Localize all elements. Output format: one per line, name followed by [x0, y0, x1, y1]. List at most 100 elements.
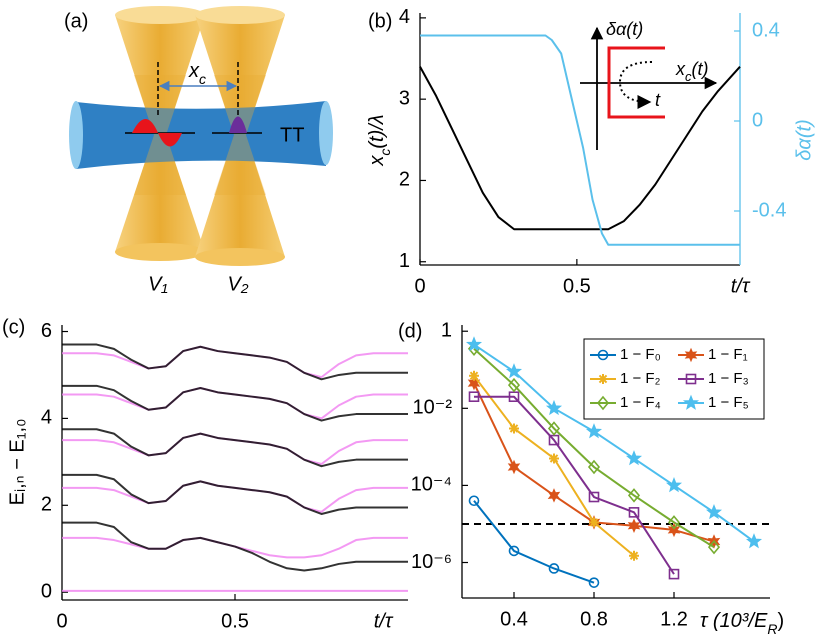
data-point	[545, 399, 563, 416]
label-part: c	[199, 71, 206, 87]
data-point	[505, 363, 523, 379]
data-point	[469, 370, 479, 381]
legend-label: 1 − F₃	[708, 370, 749, 387]
data-point	[588, 577, 600, 588]
label-part: x	[366, 155, 388, 167]
label-part: (t)/λ	[366, 114, 388, 148]
data-point	[467, 375, 481, 391]
legend-marker	[596, 395, 610, 411]
tweezer-label: V₁	[148, 273, 168, 295]
data-point	[629, 550, 639, 561]
data-point	[625, 450, 643, 466]
label-part: x	[675, 59, 686, 79]
y-tick-label: 2	[41, 494, 52, 516]
legend-label: 1 − F₀	[620, 346, 661, 363]
data-point	[547, 488, 561, 503]
data-point	[508, 545, 520, 557]
inset-path	[618, 61, 653, 109]
legend-marker	[597, 349, 609, 361]
label-part: x	[188, 60, 200, 82]
inset-label: δα(t)	[606, 19, 643, 39]
tube	[69, 101, 333, 169]
series-line	[473, 343, 755, 543]
data-point	[707, 539, 721, 555]
data-point	[745, 533, 763, 549]
series-line	[473, 348, 715, 549]
data-point	[547, 421, 561, 436]
y-tick-label: 6	[41, 320, 52, 342]
series-line	[62, 428, 408, 468]
data-point	[509, 423, 519, 434]
data-point	[468, 495, 480, 507]
data-point	[585, 423, 603, 439]
y2-tick-label: 0	[752, 109, 763, 131]
series-line	[419, 65, 741, 231]
data-point	[627, 488, 641, 503]
y-tick-label: 4	[41, 407, 52, 429]
data-point	[667, 515, 681, 530]
data-point	[468, 391, 480, 403]
y-tick-label: 10⁻⁶	[411, 551, 452, 573]
data-point	[627, 518, 641, 533]
inset-label: xc(t)	[675, 59, 709, 84]
x-axis-label: τ (10³/ER)	[700, 610, 784, 636]
data-point	[589, 517, 599, 528]
legend-label: 1 − F₅	[708, 394, 749, 411]
y-axis-label: xc(t)/λ	[366, 114, 392, 166]
legend-label: 1 − F₄	[620, 394, 661, 411]
data-point	[507, 377, 521, 393]
x-tick-label: 0.4	[500, 608, 528, 630]
tube-label: TT	[280, 124, 304, 146]
series-line	[474, 395, 675, 575]
label-part: c	[685, 69, 692, 84]
series-line	[473, 500, 595, 584]
wavefunction-1	[132, 119, 182, 147]
data-point	[549, 453, 559, 464]
series-line	[62, 473, 408, 515]
separation-label: xc	[188, 60, 206, 86]
x-tick-label: 0.8	[580, 608, 608, 630]
y-tick-label: 3	[399, 87, 410, 109]
data-point	[705, 504, 723, 520]
tweezer-label: V₂	[228, 273, 249, 295]
data-point	[665, 477, 683, 493]
y2-axis-label: δα(t)	[793, 119, 815, 160]
data-point	[507, 459, 521, 475]
y-tick-label: 1	[399, 250, 410, 272]
legend-label: 1 − F₁	[708, 346, 748, 363]
panel-label: (c)	[2, 316, 25, 338]
x-axis-label: t/τ	[731, 275, 751, 297]
x-tick-label: 0.5	[563, 275, 591, 297]
data-point	[588, 491, 600, 503]
y-tick-label: 0	[41, 580, 52, 602]
inset-bracket	[607, 46, 665, 119]
series-line	[62, 521, 408, 572]
data-point	[587, 459, 601, 475]
inset-label: t	[655, 90, 661, 110]
y-tick-label: 4	[399, 6, 410, 28]
legend-label: 1 − F₂	[620, 370, 661, 387]
label-part: (t)	[692, 59, 709, 79]
y-tick-label: 1	[441, 320, 452, 342]
wavefunction-2	[229, 116, 247, 133]
x-tick-label: 0	[414, 275, 425, 297]
legend-marker	[682, 394, 700, 410]
legend-marker	[685, 373, 697, 385]
label-part: )	[777, 610, 784, 632]
y-tick-label: 2	[399, 169, 410, 191]
panel-label: (b)	[368, 10, 392, 32]
x-tick-label: 1.2	[660, 608, 688, 630]
y-tick-label: 10⁻⁴	[411, 474, 452, 496]
x-tick-label: 0.5	[221, 610, 249, 632]
panel-label: (d)	[398, 320, 422, 342]
series-line	[62, 536, 408, 559]
series-line	[62, 384, 408, 422]
label-part: τ (10³/E	[700, 610, 768, 632]
x-axis-label: t/τ	[374, 610, 394, 632]
legend-marker	[598, 374, 608, 384]
y2-tick-label: 0.4	[752, 19, 780, 41]
label-part: R	[767, 621, 777, 637]
panel-label: (a)	[64, 10, 88, 32]
series-line	[420, 34, 740, 246]
